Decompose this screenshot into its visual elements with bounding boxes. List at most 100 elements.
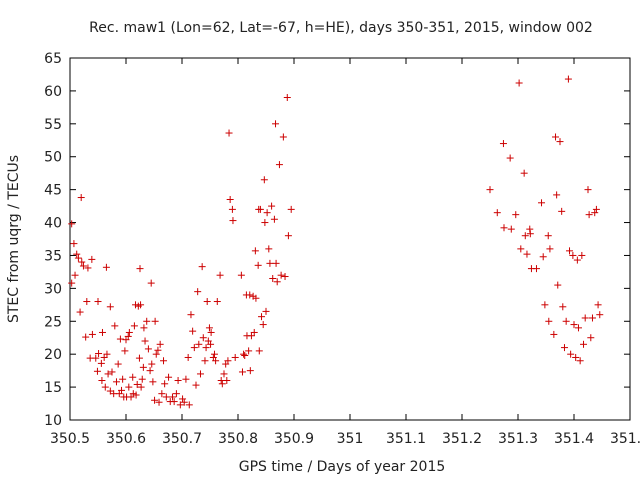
data-point (73, 250, 81, 258)
y-tick-label: 15 (44, 380, 62, 396)
data-point (205, 324, 213, 332)
data-point (192, 381, 200, 389)
data-point (184, 353, 192, 361)
x-tick-label: 351.4 (554, 431, 594, 447)
data-point (237, 271, 245, 279)
data-point (275, 161, 283, 169)
data-point (532, 265, 540, 273)
data-point (506, 154, 514, 162)
data-point (195, 340, 203, 348)
data-point (158, 390, 166, 398)
data-point (229, 217, 237, 225)
y-axis: 10 15 20 25 30 35 40 45 50 55 60 65 (44, 51, 630, 429)
y-tick-label: 40 (44, 216, 62, 232)
data-point (272, 120, 280, 128)
data-point (544, 232, 552, 240)
data-point (116, 335, 124, 343)
data-point (71, 271, 79, 279)
data-point (148, 360, 156, 368)
data-point (220, 370, 228, 378)
data-point (265, 245, 273, 253)
data-point (246, 367, 254, 375)
data-point (149, 378, 157, 386)
y-tick-label: 65 (44, 51, 62, 67)
data-point (187, 311, 195, 319)
data-point (203, 298, 211, 306)
data-point (486, 186, 494, 194)
data-point (168, 393, 176, 401)
data-point (564, 75, 572, 83)
data-series (68, 75, 604, 409)
data-point (124, 332, 132, 340)
data-point (251, 247, 259, 255)
data-point (569, 251, 577, 259)
y-tick-label: 55 (44, 117, 62, 133)
data-point (135, 354, 143, 362)
data-point (591, 209, 599, 217)
data-point (79, 262, 87, 270)
data-point (68, 220, 76, 228)
y-tick-label: 30 (44, 281, 62, 297)
data-point (194, 288, 202, 296)
data-point (106, 303, 114, 311)
data-point (98, 377, 106, 385)
data-point (212, 357, 220, 365)
data-point (581, 314, 589, 322)
data-point (268, 202, 276, 210)
data-point (226, 196, 234, 204)
data-point (550, 330, 558, 338)
data-point (521, 232, 529, 240)
data-point (210, 350, 218, 358)
data-point (108, 368, 116, 376)
data-point (573, 256, 581, 264)
data-point (283, 93, 291, 101)
data-point (103, 350, 111, 358)
x-tick-label: 351.5 (610, 431, 640, 447)
data-point (101, 383, 109, 391)
data-point (269, 274, 277, 282)
data-point (111, 322, 119, 330)
plot-frame (69, 57, 631, 421)
data-point (578, 251, 586, 259)
data-point (98, 328, 106, 336)
data-point (256, 205, 264, 213)
x-tick-label: 350.6 (106, 431, 146, 447)
data-point (567, 350, 575, 358)
data-point (118, 386, 126, 394)
data-point (207, 340, 215, 348)
data-point (512, 211, 520, 219)
y-tick-label: 50 (44, 150, 62, 166)
data-point (125, 328, 133, 336)
data-point (228, 205, 236, 213)
data-point (156, 340, 164, 348)
x-tick-label: 350.5 (50, 431, 90, 447)
data-point (281, 273, 289, 281)
data-point (68, 279, 76, 287)
data-point (252, 294, 260, 302)
data-point (246, 291, 254, 299)
data-point (558, 207, 566, 215)
data-point (545, 317, 553, 325)
data-point (201, 357, 209, 365)
data-point (526, 225, 534, 233)
x-tick-label: 351.3 (498, 431, 538, 447)
data-point (554, 281, 562, 289)
data-point (136, 265, 144, 273)
y-tick-label: 45 (44, 183, 62, 199)
data-point (119, 375, 127, 383)
data-point (570, 321, 578, 329)
data-point (176, 401, 184, 409)
data-point (130, 322, 138, 330)
y-tick-label: 35 (44, 248, 62, 264)
data-point (523, 250, 531, 258)
data-point (133, 380, 141, 388)
data-point (260, 176, 268, 184)
data-point (112, 378, 120, 386)
x-tick-label: 351 (337, 431, 364, 447)
data-point (160, 357, 168, 365)
data-point (515, 79, 523, 87)
data-point (144, 345, 152, 353)
data-point (172, 390, 180, 398)
data-point (266, 259, 274, 267)
